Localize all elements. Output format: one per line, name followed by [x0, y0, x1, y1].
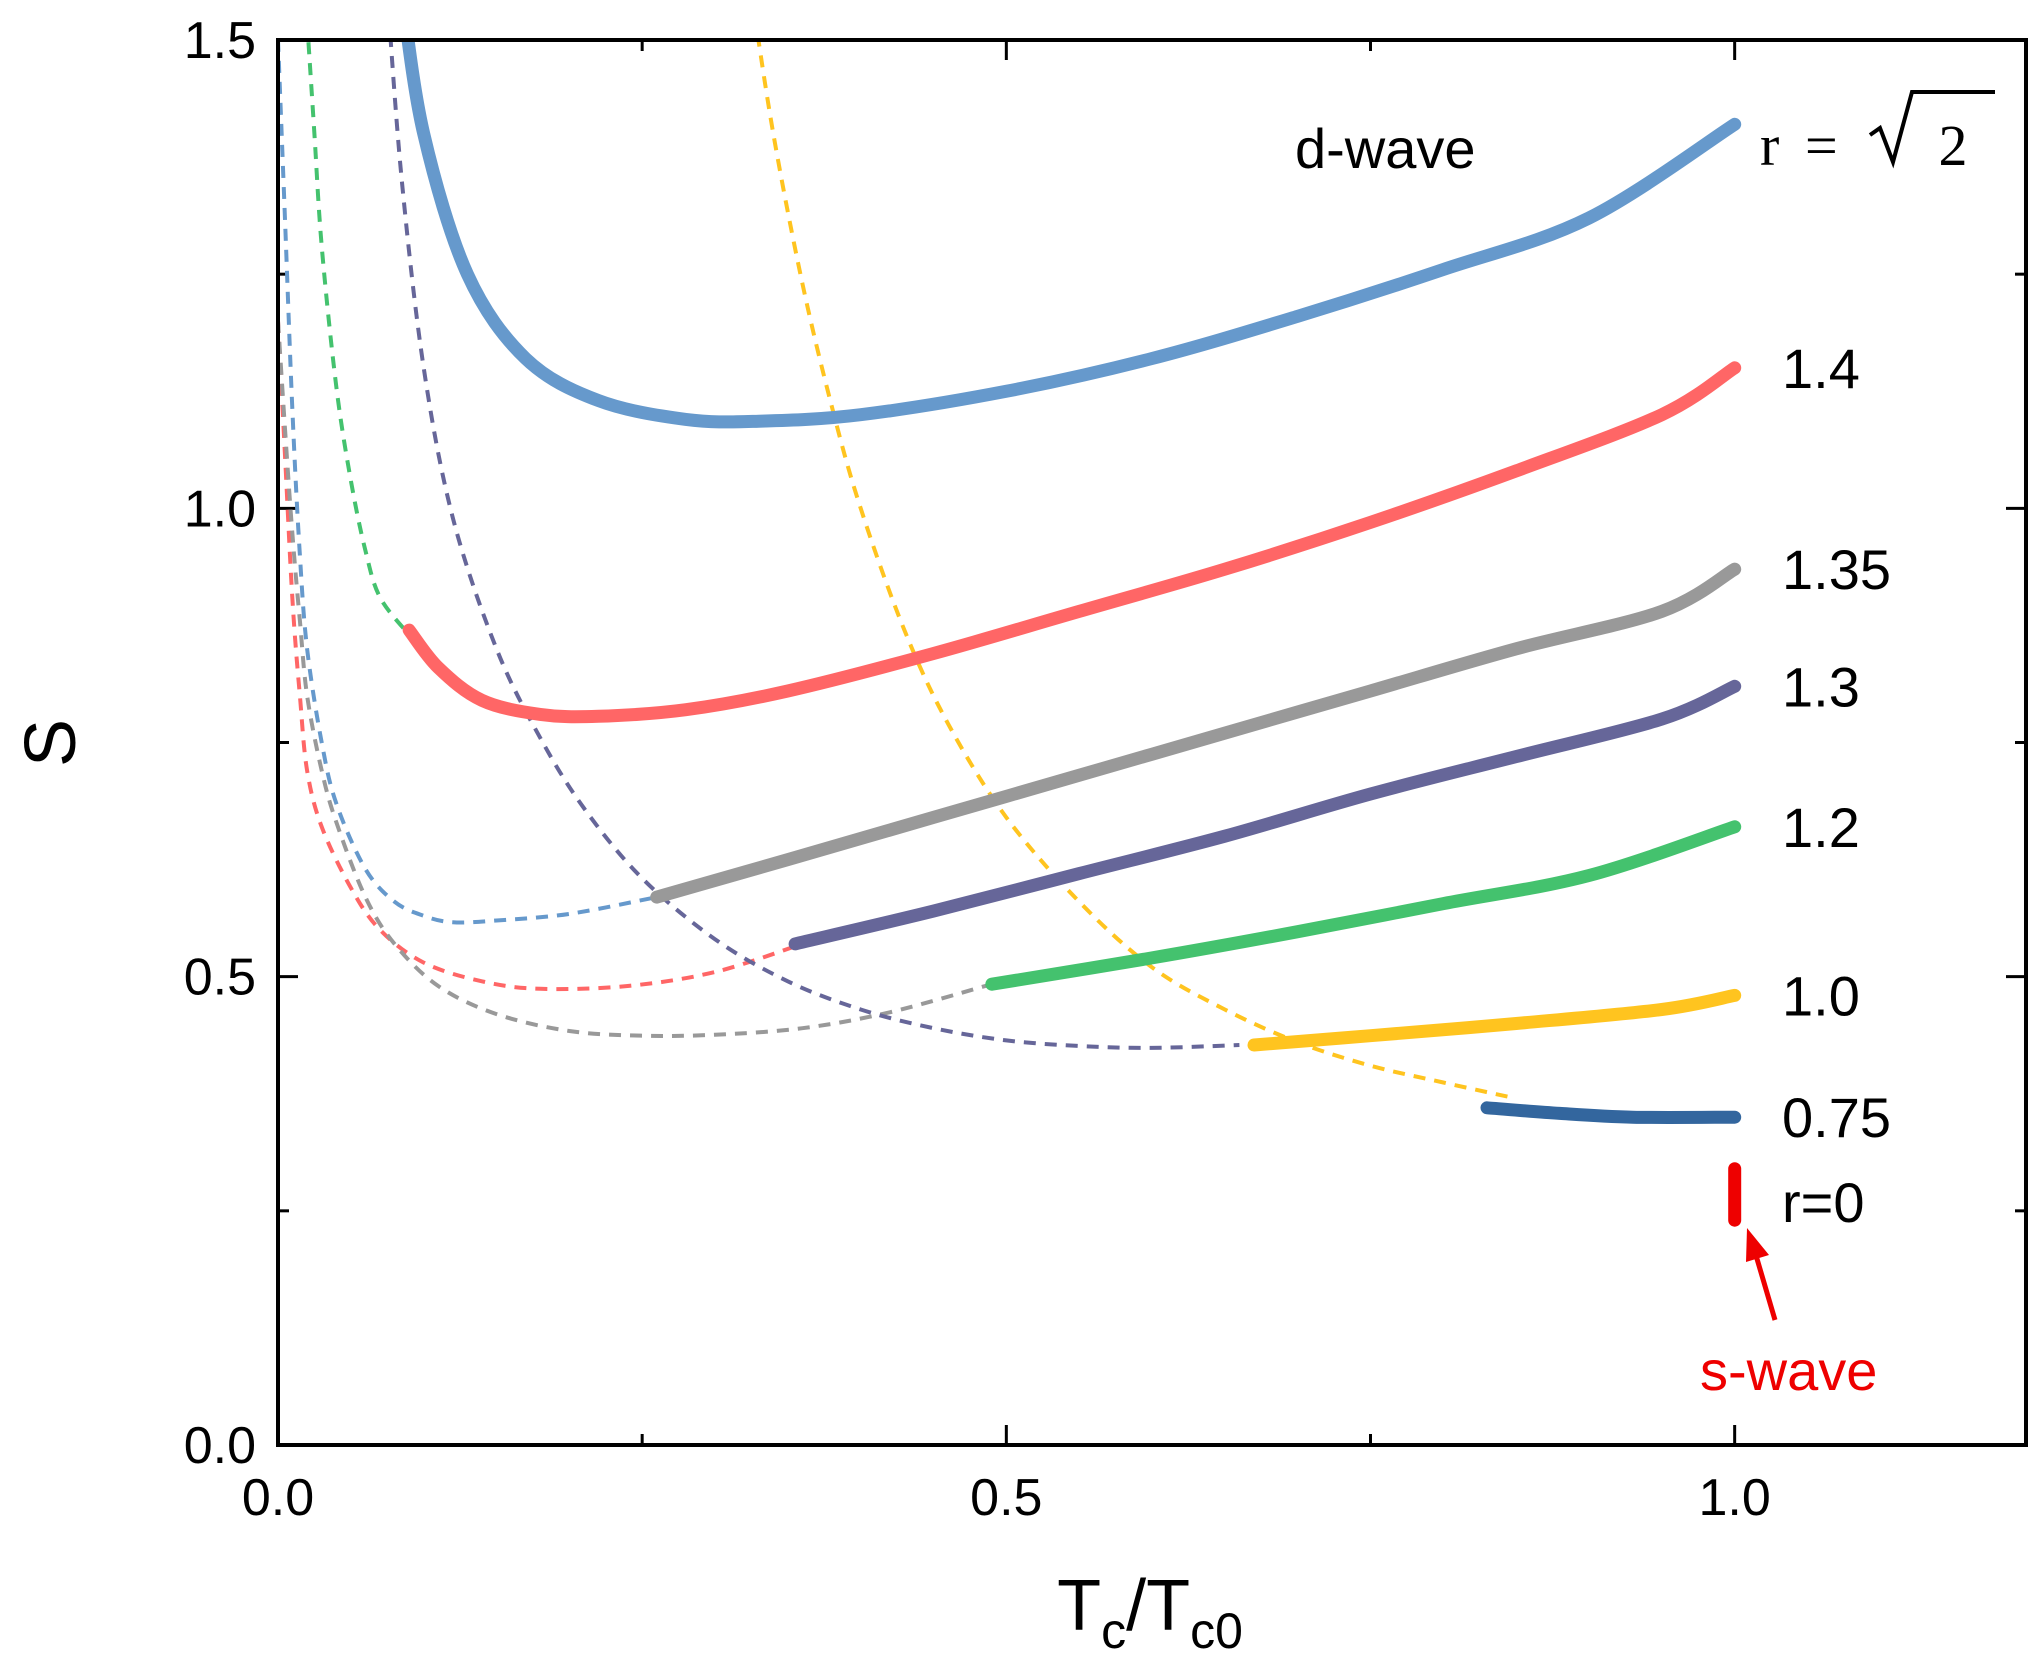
s-wave-annotation: s-wave — [1700, 1228, 1877, 1402]
solid-curve-r-1.3 — [788, 679, 1742, 951]
x-tick-label: 1.0 — [1699, 1469, 1771, 1527]
solid-curve-r-0.75 — [1480, 1101, 1742, 1124]
y-axis-title: S — [11, 719, 91, 767]
dashed-curve-r-1.35 — [278, 320, 993, 1038]
sqrt-sign — [1868, 90, 1995, 169]
dashed-curve-r-1.3 — [388, 40, 1240, 1050]
solid-curve-r-1.4142 — [401, 40, 1742, 429]
dashed-curve-r-1.4 — [278, 320, 804, 992]
series-labels: 1.4 1.35 1.3 1.2 1.0 0.75 r=0 — [1782, 337, 1891, 1234]
y-tick-label: 0.5 — [184, 949, 256, 1007]
x-axis-title-sub1: c — [1101, 1603, 1126, 1659]
x-tick-labels: 0.0 0.5 1.0 — [242, 1469, 1771, 1527]
r-sqrt2-lhs: r — [1760, 113, 1779, 178]
s-wave-arrow-shaft — [1752, 1251, 1778, 1321]
y-tick-label: 0.0 — [184, 1417, 256, 1475]
axis-ticks — [276, 38, 2026, 1447]
series-label-r-0: r=0 — [1782, 1171, 1865, 1234]
solid-curve-r-1.0 — [1247, 988, 1742, 1052]
series-label-r-1.2: 1.2 — [1782, 796, 1860, 859]
solid-curves — [401, 40, 1742, 1227]
dashed-curve-r-1.2 — [306, 40, 411, 637]
series-label-r-1.35: 1.35 — [1782, 538, 1891, 601]
y-tick-label: 1.5 — [184, 12, 256, 70]
x-axis-title-sep: /T — [1126, 1566, 1190, 1646]
y-tick-label: 1.0 — [184, 480, 256, 538]
solid-curve-r-1.35 — [650, 562, 1742, 904]
d-wave-label: d-wave — [1295, 117, 1476, 180]
series-label-r-1.0: 1.0 — [1782, 964, 1860, 1027]
dashed-curve-r-1.4142 — [278, 40, 658, 925]
solid-curve-r-1.2 — [985, 820, 1742, 991]
y-tick-labels: 0.0 0.5 1.0 1.5 — [184, 12, 256, 1475]
dashed-curves — [278, 40, 1517, 1101]
series-label-r-1.4: 1.4 — [1782, 337, 1860, 400]
x-axis-title-sub2: c0 — [1190, 1603, 1243, 1659]
dashed-curve-r-1.0 — [756, 40, 1517, 1101]
x-tick-label: 0.5 — [970, 1469, 1042, 1527]
r-sqrt2-radicand: 2 — [1939, 113, 1968, 178]
r-sqrt2-eq: = — [1805, 113, 1838, 178]
r-sqrt2-label: r = 2 — [1760, 90, 1995, 178]
s-wave-arrow-head — [1746, 1228, 1769, 1262]
series-label-r-1.3: 1.3 — [1782, 655, 1860, 718]
x-tick-label: 0.0 — [242, 1469, 314, 1527]
series-label-r-0.75: 0.75 — [1782, 1086, 1891, 1149]
solid-curve-r-1.4 — [402, 361, 1742, 724]
x-axis-title-main: T — [1057, 1566, 1101, 1646]
x-axis-title: Tc/Tc0 — [1057, 1566, 1243, 1659]
s-wave-label: s-wave — [1700, 1339, 1877, 1402]
plot-frame — [276, 38, 2028, 1447]
